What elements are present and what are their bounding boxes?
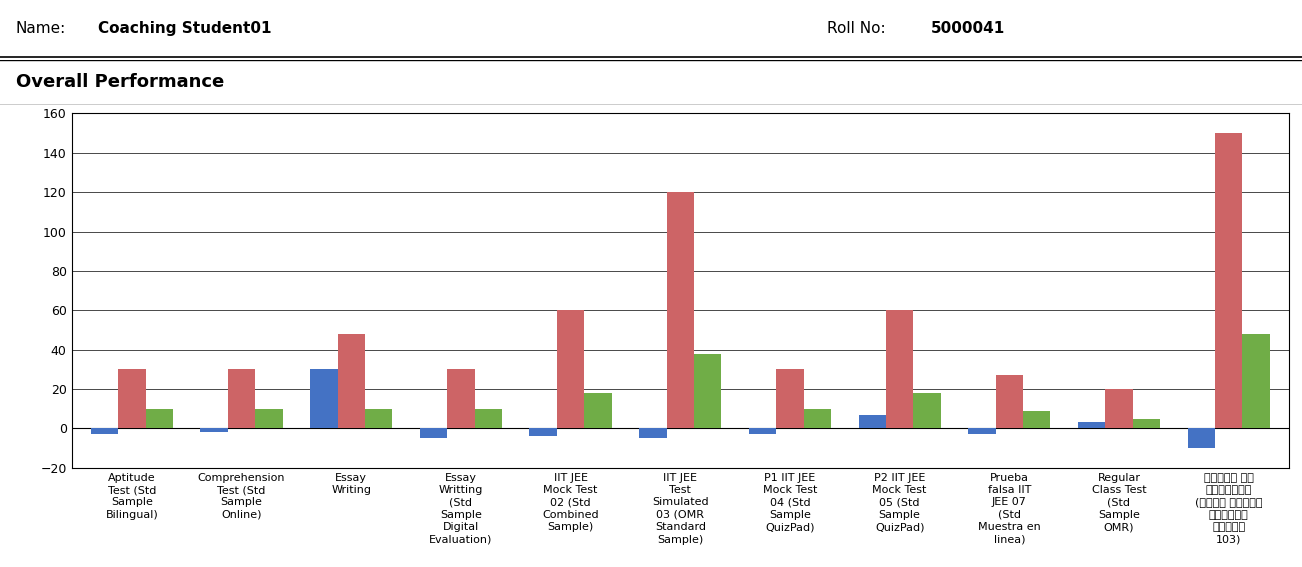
Bar: [858, 414, 885, 429]
Text: Overall Performance: Overall Performance: [16, 73, 224, 91]
Bar: [667, 192, 694, 429]
Bar: [1078, 422, 1105, 429]
Bar: [749, 429, 776, 434]
Text: 5000041: 5000041: [931, 21, 1005, 36]
Bar: [365, 409, 392, 429]
Bar: [885, 310, 913, 429]
Bar: [228, 369, 255, 429]
Bar: [776, 369, 803, 429]
Bar: [913, 393, 941, 429]
Bar: [448, 369, 475, 429]
Bar: [475, 409, 503, 429]
Bar: [1133, 418, 1160, 429]
Bar: [530, 429, 557, 436]
Bar: [557, 310, 585, 429]
Bar: [996, 375, 1023, 429]
Bar: [1105, 389, 1133, 429]
Text: Coaching Student01: Coaching Student01: [98, 21, 271, 36]
Bar: [1215, 133, 1242, 429]
Bar: [118, 369, 146, 429]
Bar: [419, 429, 448, 438]
Bar: [1023, 411, 1051, 429]
Bar: [1187, 429, 1215, 448]
Bar: [803, 409, 831, 429]
Bar: [310, 369, 337, 429]
Bar: [694, 354, 721, 429]
Text: Roll No:: Roll No:: [827, 21, 885, 36]
Bar: [91, 429, 118, 434]
Bar: [639, 429, 667, 438]
Bar: [1242, 334, 1269, 429]
Bar: [969, 429, 996, 434]
Bar: [146, 409, 173, 429]
Bar: [255, 409, 283, 429]
Bar: [585, 393, 612, 429]
Text: Name:: Name:: [16, 21, 66, 36]
Bar: [201, 429, 228, 432]
Bar: [337, 334, 365, 429]
